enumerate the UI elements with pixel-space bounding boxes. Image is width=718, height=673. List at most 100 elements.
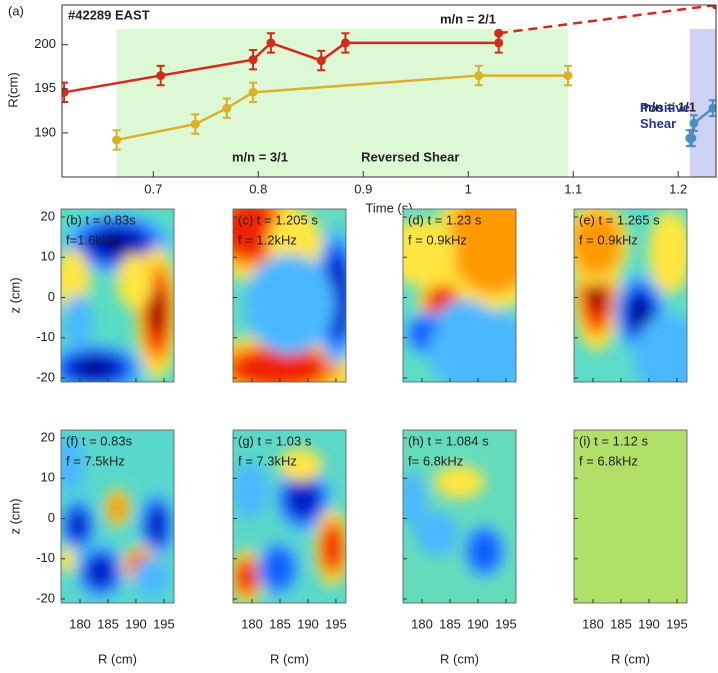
heatmap	[61, 209, 174, 382]
panel-frame	[60, 208, 175, 383]
panel-frame	[232, 208, 347, 383]
data-point	[708, 103, 716, 113]
data-point	[112, 135, 122, 145]
heatmap-field	[403, 465, 507, 579]
x-tick-label: 0.9	[354, 181, 372, 196]
panel-frame	[402, 208, 517, 383]
blob	[261, 546, 296, 591]
data-point	[494, 38, 504, 48]
blob	[403, 219, 457, 286]
x-tick-label: 195	[153, 616, 175, 631]
heatmap-field	[233, 209, 346, 382]
x-tick-label: 190	[297, 616, 319, 631]
blob	[233, 348, 327, 382]
data-point	[248, 87, 258, 97]
blob	[150, 292, 164, 334]
heatmap	[574, 209, 687, 382]
series-label: m/n = 2/1	[440, 11, 496, 26]
x-tick-label: 190	[638, 616, 660, 631]
blob	[438, 299, 493, 344]
y-tick-label: 195	[34, 80, 56, 95]
blob	[648, 210, 687, 294]
panel-label: (f) t = 0.83s	[66, 433, 133, 448]
data-point	[689, 118, 699, 128]
data-point	[711, 5, 716, 10]
series-label: m/n = 1/1	[640, 99, 696, 114]
x-tick-label: 180	[69, 616, 91, 631]
data-point	[156, 71, 166, 81]
panel-label: (a)	[8, 3, 24, 18]
series-line	[116, 74, 568, 142]
heatmap-field	[574, 209, 687, 382]
panel-freq: f = 7.3kHz	[238, 453, 297, 468]
x-tick-label: 185	[439, 616, 461, 631]
y-tick-label: 10	[41, 249, 55, 264]
panel-frame	[402, 429, 517, 604]
heatmap-field	[233, 447, 346, 603]
heatmap	[233, 430, 346, 603]
x-tick-label: 180	[241, 616, 263, 631]
y-tick-label: 0	[48, 510, 55, 525]
x-tick-label: 185	[97, 616, 119, 631]
x-tick-label: 185	[610, 616, 632, 631]
blob	[61, 436, 85, 493]
panel-freq: f = 6.8kHz	[579, 453, 638, 468]
blob	[63, 293, 93, 350]
plot-area	[62, 5, 716, 177]
x-tick-label: 0.7	[144, 181, 162, 196]
blob	[79, 360, 111, 376]
panel-frame	[232, 429, 347, 604]
x-tick-label: 0.8	[249, 181, 267, 196]
blob	[116, 253, 153, 310]
y-tick-label: 10	[41, 470, 55, 485]
x-axis-label: R (cm)	[440, 651, 479, 666]
span-label: Reversed Shear	[361, 149, 459, 164]
series-line	[498, 5, 716, 35]
data-point	[340, 38, 350, 48]
blob	[574, 211, 623, 277]
y-axis-label: z (cm)	[7, 277, 22, 313]
blob	[146, 505, 168, 545]
data-point	[687, 133, 697, 143]
panel-frame	[60, 429, 175, 604]
blob	[233, 462, 269, 519]
x-axis-label: R (cm)	[98, 651, 137, 666]
heatmap	[403, 209, 516, 382]
blob	[244, 254, 335, 354]
panel-freq: f= 6.8kHz	[408, 453, 463, 468]
heatmap	[574, 430, 687, 603]
heatmap-field	[403, 209, 516, 382]
x-axis-label: R (cm)	[611, 651, 650, 666]
heatmap-bg	[574, 430, 687, 603]
series-label: m/n = 3/1	[232, 149, 288, 164]
x-tick-label: 195	[325, 616, 347, 631]
x-tick-label: 1.2	[669, 181, 687, 196]
span-label: Positive Shear	[640, 100, 690, 131]
blob	[279, 447, 323, 482]
y-tick-label: 0	[48, 289, 55, 304]
x-tick-label: 190	[125, 616, 147, 631]
data-point	[494, 28, 504, 38]
panel-frame	[573, 429, 688, 604]
x-tick-label: 1	[465, 181, 472, 196]
panel-label: (h) t = 1.084 s	[408, 433, 489, 448]
heatmap-field	[61, 213, 174, 382]
blob	[631, 300, 648, 325]
data-point	[222, 103, 232, 113]
panel-freq: f = 0.9kHz	[408, 232, 467, 247]
blob	[133, 557, 170, 597]
panel-label: (c) t = 1.205 s	[238, 212, 318, 227]
shaded-span	[116, 29, 568, 177]
blob	[589, 278, 604, 313]
blob	[321, 524, 344, 571]
blob	[448, 209, 516, 295]
x-tick-label: 185	[269, 616, 291, 631]
blob	[415, 511, 459, 556]
data-point	[563, 71, 573, 81]
panel-label: (b) t = 0.83s	[66, 212, 136, 227]
x-tick-label: 190	[467, 616, 489, 631]
shaded-span	[689, 29, 716, 177]
panel-label: (e) t = 1.265 s	[579, 212, 660, 227]
y-tick-label: 20	[41, 208, 55, 223]
